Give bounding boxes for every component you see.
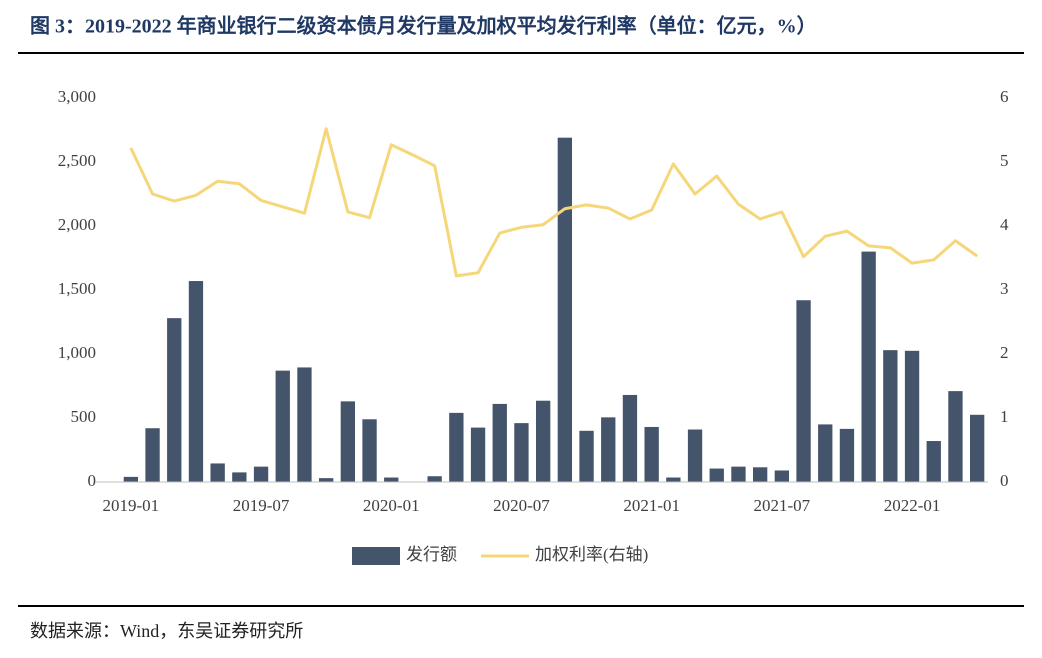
x-tick-label: 2020-01 (363, 496, 420, 515)
bar (384, 477, 399, 482)
bar (796, 300, 811, 482)
bar (297, 367, 312, 482)
bar (926, 441, 941, 482)
bar (535, 400, 551, 482)
bar (904, 350, 920, 482)
y-tick-label: 0 (88, 471, 97, 490)
bar (253, 466, 269, 482)
rate-line (129, 127, 979, 278)
legend-swatch (352, 547, 400, 565)
y2-tick-label: 1 (1000, 407, 1009, 426)
legend-label: 加权利率(右轴) (535, 545, 648, 564)
y2-tick-label: 5 (1000, 151, 1009, 170)
x-tick-label: 2019-01 (103, 496, 160, 515)
x-tick-label: 2021-07 (754, 496, 811, 515)
bar (861, 251, 876, 482)
x-tick-label: 2022-01 (884, 496, 941, 515)
bar (752, 467, 768, 482)
chart-title: 图 3：2019-2022 年商业银行二级资本债月发行量及加权平均发行利率（单位… (30, 14, 817, 38)
y2-tick-label: 2 (1000, 343, 1009, 362)
bar (818, 424, 833, 482)
bar (687, 429, 703, 482)
bar (275, 370, 290, 482)
bar (123, 476, 139, 482)
y-tick-label: 1,000 (58, 343, 96, 362)
bar (969, 414, 985, 482)
legend-label: 发行额 (406, 545, 457, 564)
bar (883, 350, 898, 482)
x-tick-label: 2021-01 (623, 496, 680, 515)
bar (362, 419, 377, 482)
source: 数据来源：Wind，东吴证券研究所 (30, 621, 303, 641)
bar (232, 472, 247, 482)
bar (449, 412, 464, 482)
bar (167, 318, 182, 482)
bar (839, 428, 855, 482)
bar (492, 403, 507, 482)
y2-tick-label: 4 (1000, 215, 1009, 234)
y-tick-label: 3,000 (58, 87, 96, 106)
bar (188, 281, 204, 482)
x-tick-label: 2020-07 (493, 496, 550, 515)
bar (514, 423, 529, 482)
y2-tick-label: 6 (1000, 87, 1009, 106)
bar (557, 137, 573, 482)
bar (427, 476, 442, 482)
bar (644, 426, 659, 482)
y2-tick-label: 0 (1000, 471, 1009, 490)
bar (470, 427, 486, 482)
y-tick-label: 2,000 (58, 215, 96, 234)
bar (210, 463, 225, 482)
x-tick-label: 2019-07 (233, 496, 290, 515)
bar (731, 466, 746, 482)
bar (709, 468, 724, 482)
bar (601, 417, 616, 482)
y-tick-label: 2,500 (58, 151, 96, 170)
bar (145, 428, 160, 482)
bar (948, 391, 963, 482)
y2-tick-label: 3 (1000, 279, 1009, 298)
bar (622, 394, 638, 482)
bar (340, 401, 356, 482)
bar (579, 430, 594, 482)
bar (774, 470, 790, 482)
y-tick-label: 1,500 (58, 279, 96, 298)
y-tick-label: 500 (71, 407, 97, 426)
bar (666, 477, 681, 482)
bar (318, 478, 334, 482)
